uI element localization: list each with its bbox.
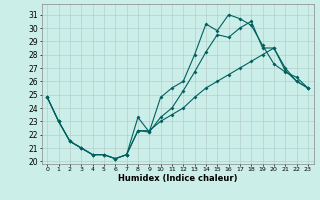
- X-axis label: Humidex (Indice chaleur): Humidex (Indice chaleur): [118, 174, 237, 183]
